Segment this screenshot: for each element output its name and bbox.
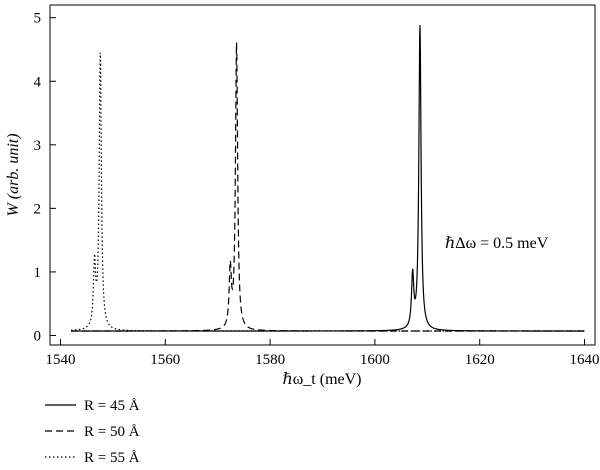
legend-label: R = 45 Å [84,398,140,414]
x-axis-label: ℏω_t (meV) [282,371,361,388]
axis-ticks: 1540 1560 1580 1600 1620 1640 0 1 2 3 4 5 [34,11,600,368]
y-tick-label: 5 [34,11,42,27]
y-tick-label: 1 [34,265,42,281]
series-line [70,42,585,332]
y-tick-label: 3 [34,138,42,154]
x-tick-label: 1580 [255,352,285,368]
series-line [70,52,585,332]
y-tick-label: 2 [34,201,42,217]
series-line [70,24,585,332]
series-layer [70,24,585,332]
annotation-linewidth: ℏΔω = 0.5 meV [445,235,549,252]
plot-frame [49,4,596,346]
x-tick-label: 1620 [465,352,495,368]
y-tick-label: 0 [34,328,42,344]
legend: R = 45 Å R = 50 Å R = 55 Å [45,398,140,466]
y-axis-label: W (arb. unit) [5,133,22,216]
y-tick-label: 4 [34,74,42,90]
x-tick-label: 1640 [570,352,600,368]
x-tick-label: 1600 [360,352,390,368]
x-tick-label: 1560 [150,352,180,368]
legend-label: R = 55 Å [84,450,140,466]
legend-label: R = 50 Å [84,424,140,440]
x-tick-label: 1540 [45,352,75,368]
